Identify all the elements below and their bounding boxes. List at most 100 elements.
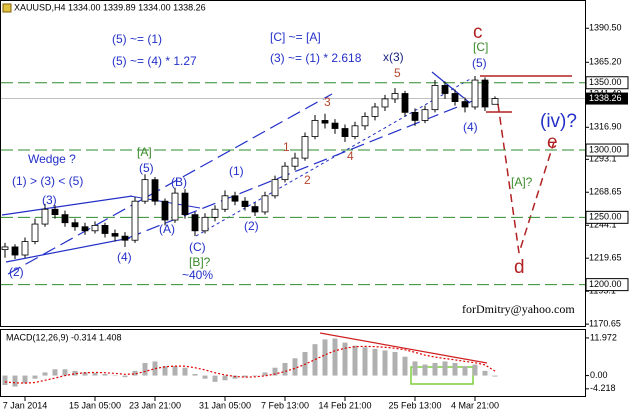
macd-bar (442, 361, 448, 376)
candle-body (21, 241, 29, 256)
candle-body (351, 125, 359, 137)
candle-body (211, 208, 219, 218)
candle-body (421, 109, 429, 121)
macd-bar (372, 348, 378, 376)
candle-body (281, 165, 289, 181)
macd-bar (82, 372, 88, 376)
candle-body (461, 101, 469, 108)
candle-body (181, 192, 189, 216)
macd-title: MACD(12,26,9) -0.314 1.408 (6, 332, 122, 342)
candle-body (11, 246, 19, 256)
macd-bar (92, 373, 98, 376)
candle-body (391, 93, 399, 100)
annotation: Wedge ? (28, 152, 76, 166)
macd-bar (402, 356, 408, 376)
y-tick-label: 1170.65 (589, 319, 621, 329)
candle-body (1, 246, 9, 251)
macd-bar (242, 375, 248, 378)
candle-body (131, 200, 139, 241)
annotation: (3) ~= (1) * 2.618 (270, 51, 362, 65)
candle-body (261, 195, 269, 213)
candle-body (221, 195, 229, 210)
trend-line (431, 71, 471, 104)
annotation: [A]? (511, 175, 533, 189)
candle-body (61, 214, 69, 224)
macd-bar (192, 374, 198, 376)
symbol-icon (2, 3, 12, 13)
annotation: (3) (42, 193, 57, 207)
candle-body (241, 200, 249, 207)
wedge-line (5, 237, 131, 263)
y-tick-label: 1268.65 (589, 187, 622, 197)
y-tick-label: 1316.90 (589, 122, 622, 132)
annotation: [C] (473, 40, 488, 54)
candle-body (361, 115, 369, 127)
annotation: 5 (394, 66, 401, 80)
annotation: (B) (171, 175, 187, 189)
macd-bar (462, 366, 468, 376)
annotation: (A) (159, 222, 175, 236)
macd-bar (212, 375, 218, 382)
macd-bar (132, 370, 138, 376)
x-tick-label: 23 Jan 21:00 (129, 400, 181, 410)
macd-bar (2, 375, 8, 385)
annotation: c (473, 22, 483, 43)
macd-panel-frame (0, 329, 586, 397)
macd-bar (412, 361, 418, 376)
macd-bar (252, 375, 258, 377)
macd-bar (202, 375, 208, 379)
level-label-box (585, 143, 629, 157)
y-tick-label: 0.00 (590, 370, 608, 380)
annotation: x(3) (383, 50, 404, 64)
candle-body (341, 128, 349, 137)
macd-bar (102, 374, 108, 376)
chart-title: XAUUSD,H4 1334.00 1339.89 1334.00 1338.2… (14, 2, 206, 12)
candle-body (81, 226, 89, 232)
macd-bar (22, 375, 28, 384)
candle-body (311, 120, 319, 137)
level-label: 1250.00 (589, 212, 622, 222)
price-panel-frame (0, 0, 586, 327)
candle-body (71, 222, 79, 228)
candle-body (151, 179, 159, 202)
level-label-box (585, 76, 629, 90)
annotation: forDmitry@yahoo.com (462, 302, 575, 316)
x-tick-label: 25 Feb 13:00 (388, 400, 441, 410)
macd-bar (262, 372, 268, 376)
y-tick-label: 1219.65 (589, 253, 622, 263)
macd-bar (422, 364, 428, 376)
y-tick-label: -4.218 (590, 383, 616, 393)
annotation: (5) (139, 161, 154, 175)
macd-bar (492, 375, 498, 377)
annotation: (2) (9, 265, 24, 279)
annotation: (5) (472, 56, 487, 70)
candle-body (301, 136, 309, 159)
channel-line (195, 77, 473, 237)
candle-body (481, 79, 489, 108)
annotation: (iv)? (540, 111, 577, 132)
signal-line (4, 345, 496, 384)
annotation: e (547, 132, 558, 153)
candle-body (121, 235, 129, 241)
last-price-label: 1338.26 (589, 93, 622, 103)
level-label: 1350.00 (589, 77, 622, 87)
annotation: (4) (463, 120, 478, 134)
candle-body (331, 122, 339, 129)
x-tick-label: 14 Feb 21:00 (318, 400, 371, 410)
annotation: 1 (283, 140, 290, 154)
annotation: [B]? (189, 255, 211, 269)
candle-body (141, 179, 149, 202)
annotation: ~40% (182, 268, 213, 282)
candle-body (251, 206, 259, 213)
candle-body (451, 93, 459, 102)
annotation: d (514, 257, 525, 278)
candle-body (321, 120, 329, 124)
annotation: [A] (137, 145, 152, 159)
candle-body (291, 157, 299, 167)
candle-body (271, 179, 279, 197)
candle-body (91, 225, 99, 232)
macd-bar (52, 369, 58, 376)
macd-bar (152, 361, 158, 376)
macd-bar (272, 367, 278, 376)
